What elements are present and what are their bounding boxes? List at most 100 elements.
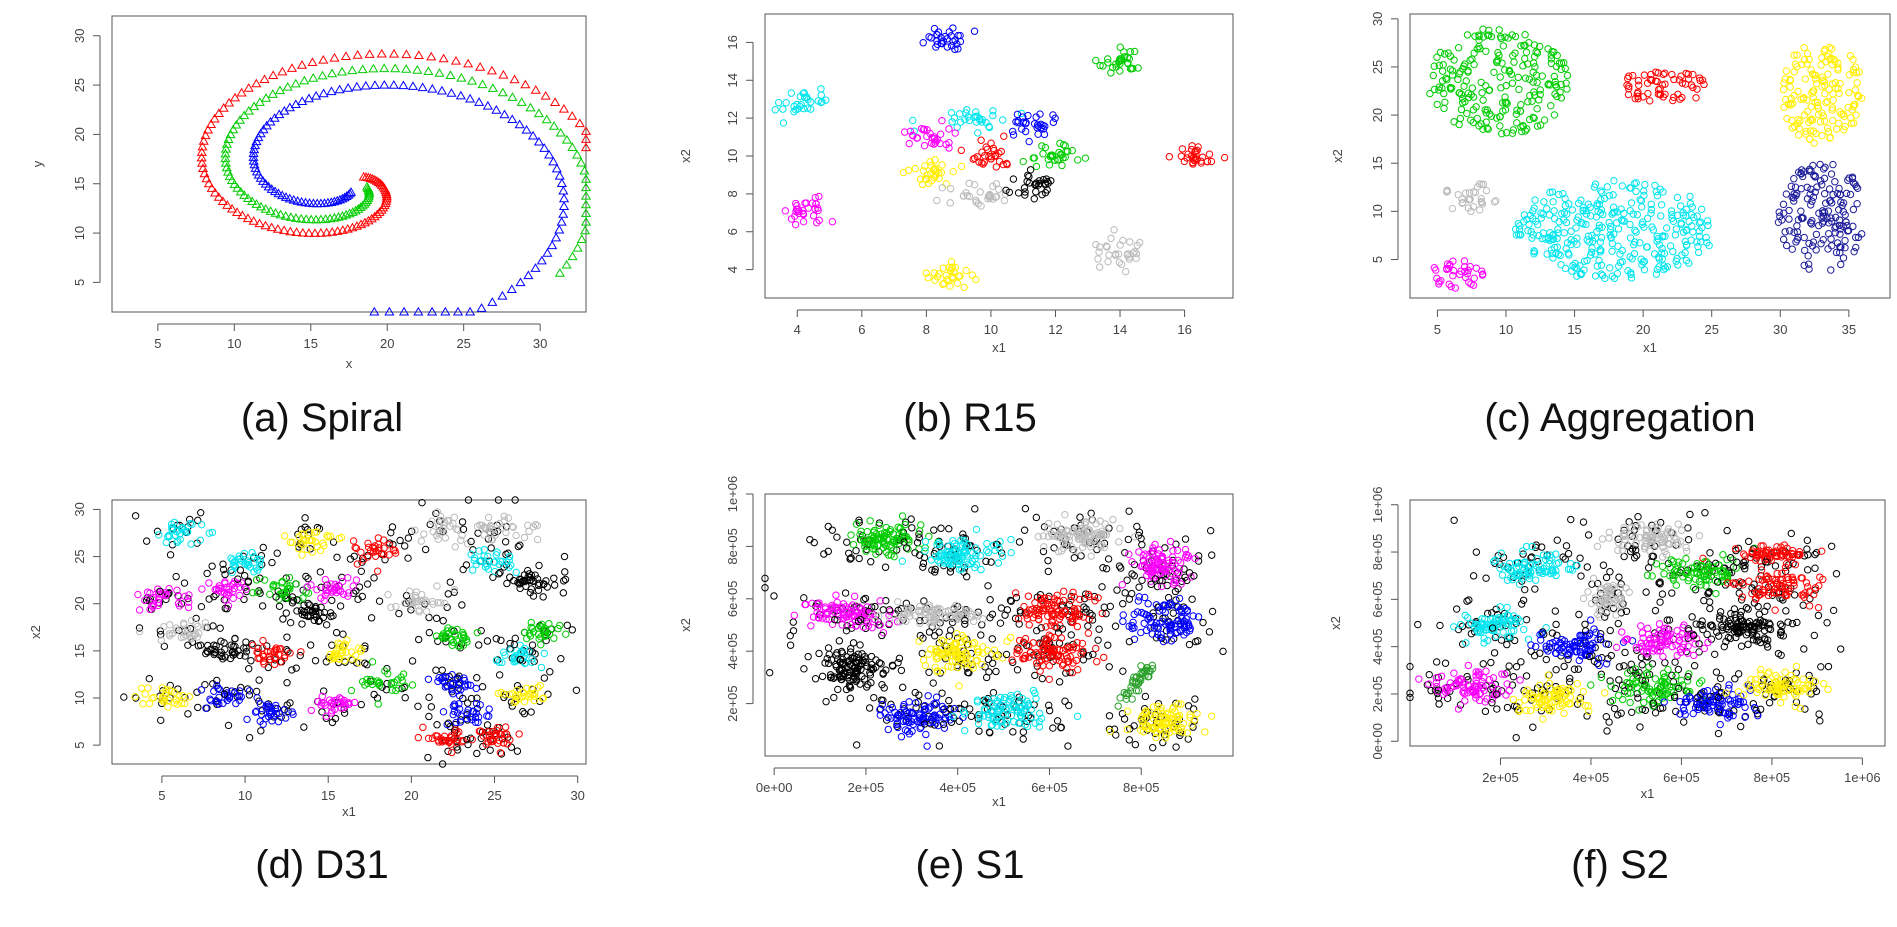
data-point — [1822, 99, 1830, 107]
data-point — [1126, 65, 1135, 73]
data-point — [1849, 55, 1857, 64]
data-point — [177, 633, 185, 642]
data-point — [1693, 85, 1701, 93]
data-point — [921, 661, 930, 670]
x-tick-label: 8 — [923, 322, 930, 337]
data-point — [879, 606, 887, 614]
data-point — [165, 584, 173, 593]
data-point — [219, 655, 227, 663]
data-point — [1220, 153, 1229, 162]
data-point — [815, 192, 823, 201]
data-point — [1593, 227, 1601, 236]
data-point — [297, 648, 305, 656]
data-point — [249, 641, 257, 649]
data-point — [912, 703, 920, 712]
data-point — [789, 618, 797, 626]
data-point — [852, 741, 861, 749]
data-point — [1557, 80, 1565, 89]
data-point — [860, 596, 868, 604]
data-point — [1099, 62, 1107, 70]
data-point — [871, 602, 879, 611]
data-point — [1208, 607, 1217, 616]
data-point — [249, 588, 257, 597]
data-point — [445, 516, 453, 525]
data-point — [1556, 251, 1564, 260]
data-point — [160, 623, 168, 631]
data-point — [515, 730, 523, 738]
data-point — [1478, 89, 1486, 97]
data-point — [279, 615, 287, 623]
data-point — [196, 158, 208, 167]
data-point — [1821, 199, 1830, 207]
data-point — [205, 579, 213, 587]
data-point — [1119, 617, 1127, 626]
x-tick-label: 10 — [984, 322, 998, 337]
data-point — [1105, 663, 1113, 671]
data-point — [1030, 195, 1038, 203]
data-point — [1794, 87, 1802, 96]
data-point — [164, 533, 172, 541]
data-point — [1478, 271, 1487, 279]
data-point — [1176, 619, 1184, 628]
data-point — [1659, 232, 1667, 240]
data-point — [1031, 671, 1039, 680]
data-point — [1447, 282, 1455, 291]
data-point — [952, 639, 960, 647]
data-point — [432, 614, 441, 622]
data-point — [541, 628, 550, 636]
data-point — [560, 552, 569, 561]
data-point — [1538, 72, 1547, 80]
data-point — [1661, 69, 1669, 77]
data-point — [330, 650, 339, 658]
data-point — [1169, 609, 1178, 617]
data-point — [251, 78, 262, 88]
data-point — [1608, 210, 1616, 218]
data-point — [1667, 207, 1676, 215]
data-point — [1092, 644, 1100, 653]
data-point — [1597, 206, 1605, 214]
data-point — [1643, 243, 1651, 251]
data-point — [847, 620, 855, 629]
data-point — [459, 630, 468, 639]
data-point — [1552, 62, 1561, 71]
data-point — [1426, 89, 1434, 98]
series-green — [1426, 25, 1572, 138]
x-tick-label: 20 — [380, 336, 394, 351]
data-point — [1025, 621, 1033, 629]
data-point — [359, 217, 370, 227]
data-point — [483, 712, 491, 720]
data-point — [1852, 233, 1860, 242]
data-point — [932, 605, 940, 614]
data-point — [1063, 531, 1071, 540]
data-point — [559, 589, 568, 597]
data-point — [1835, 184, 1843, 193]
data-point — [983, 646, 991, 655]
data-point — [229, 92, 241, 102]
data-point — [982, 557, 990, 566]
data-point — [1015, 620, 1023, 628]
data-point — [1464, 66, 1472, 75]
data-point — [1514, 73, 1522, 82]
data-point — [1025, 610, 1033, 618]
data-point — [1852, 243, 1860, 252]
data-point — [1603, 183, 1611, 191]
data-point — [258, 602, 267, 610]
data-point — [439, 617, 447, 625]
data-point — [954, 272, 963, 280]
data-point — [1550, 207, 1558, 215]
data-point — [363, 172, 374, 182]
data-point — [1032, 649, 1040, 657]
data-point — [1036, 110, 1044, 118]
data-point — [438, 666, 446, 674]
data-point — [374, 700, 382, 708]
data-point — [488, 536, 496, 544]
data-point — [1820, 77, 1828, 86]
data-point — [1094, 594, 1102, 602]
data-point — [257, 710, 266, 719]
data-point — [221, 604, 230, 613]
data-point — [1496, 33, 1505, 41]
data-point — [1073, 531, 1082, 539]
data-point — [383, 679, 391, 688]
data-point — [175, 602, 184, 610]
data-point — [863, 683, 871, 691]
